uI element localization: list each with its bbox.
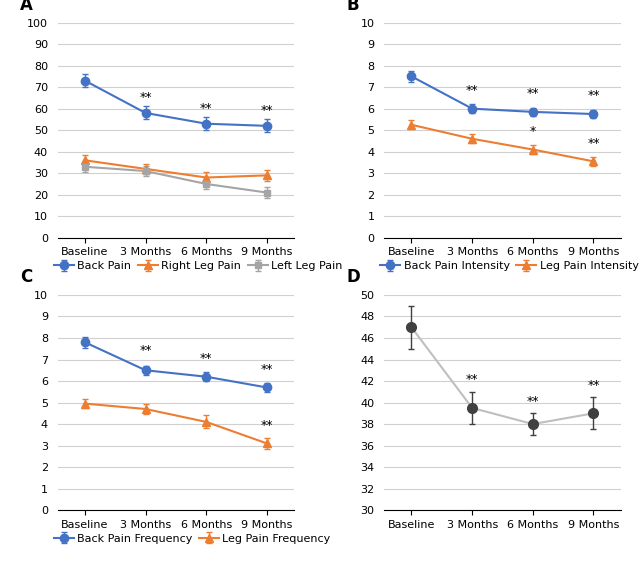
Text: **: **	[588, 379, 600, 392]
Text: **: **	[200, 352, 212, 365]
Text: **: **	[466, 373, 478, 386]
Legend: Back Pain Intensity, Leg Pain Intensity: Back Pain Intensity, Leg Pain Intensity	[380, 261, 639, 271]
Text: *: *	[264, 173, 270, 186]
Text: **: **	[527, 87, 539, 100]
Legend: Back Pain Frequency, Leg Pain Frequency: Back Pain Frequency, Leg Pain Frequency	[54, 534, 331, 544]
Text: **: **	[260, 104, 273, 117]
Text: **: **	[140, 91, 152, 104]
Text: *: *	[530, 125, 536, 138]
Text: **: **	[588, 89, 600, 102]
Text: **: **	[466, 84, 478, 97]
Legend: Back Pain, Right Leg Pain, Left Leg Pain: Back Pain, Right Leg Pain, Left Leg Pain	[54, 261, 342, 271]
Text: **: **	[200, 102, 212, 115]
Text: C: C	[20, 268, 32, 287]
Text: A: A	[20, 0, 33, 14]
Text: **: **	[260, 418, 273, 431]
Text: **: **	[588, 136, 600, 149]
Text: **: **	[140, 345, 152, 358]
Text: D: D	[346, 268, 360, 287]
Text: **: **	[260, 363, 273, 376]
Text: **: **	[527, 395, 539, 408]
Text: B: B	[346, 0, 359, 14]
